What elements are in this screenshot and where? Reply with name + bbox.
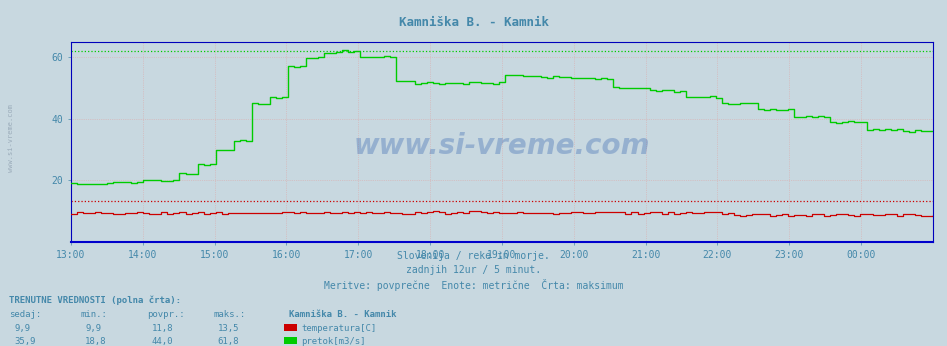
Text: zadnjih 12ur / 5 minut.: zadnjih 12ur / 5 minut. <box>406 265 541 275</box>
Text: Meritve: povprečne  Enote: metrične  Črta: maksimum: Meritve: povprečne Enote: metrične Črta:… <box>324 279 623 291</box>
Text: www.si-vreme.com: www.si-vreme.com <box>9 104 14 172</box>
Text: 35,9: 35,9 <box>14 337 36 346</box>
Text: 61,8: 61,8 <box>218 337 240 346</box>
Text: povpr.:: povpr.: <box>147 310 185 319</box>
Text: maks.:: maks.: <box>213 310 245 319</box>
Text: 18,8: 18,8 <box>85 337 107 346</box>
Text: 11,8: 11,8 <box>152 324 173 333</box>
Text: 44,0: 44,0 <box>152 337 173 346</box>
Text: min.:: min.: <box>80 310 107 319</box>
Text: sedaj:: sedaj: <box>9 310 42 319</box>
Text: Kamniška B. - Kamnik: Kamniška B. - Kamnik <box>399 16 548 29</box>
Text: 9,9: 9,9 <box>85 324 101 333</box>
Text: www.si-vreme.com: www.si-vreme.com <box>353 132 651 160</box>
Text: temperatura[C]: temperatura[C] <box>301 324 376 333</box>
Text: pretok[m3/s]: pretok[m3/s] <box>301 337 366 346</box>
Text: 9,9: 9,9 <box>14 324 30 333</box>
Text: Slovenija / reke in morje.: Slovenija / reke in morje. <box>397 251 550 261</box>
Text: TRENUTNE VREDNOSTI (polna črta):: TRENUTNE VREDNOSTI (polna črta): <box>9 296 182 305</box>
Text: Kamniška B. - Kamnik: Kamniška B. - Kamnik <box>289 310 397 319</box>
Text: 13,5: 13,5 <box>218 324 240 333</box>
